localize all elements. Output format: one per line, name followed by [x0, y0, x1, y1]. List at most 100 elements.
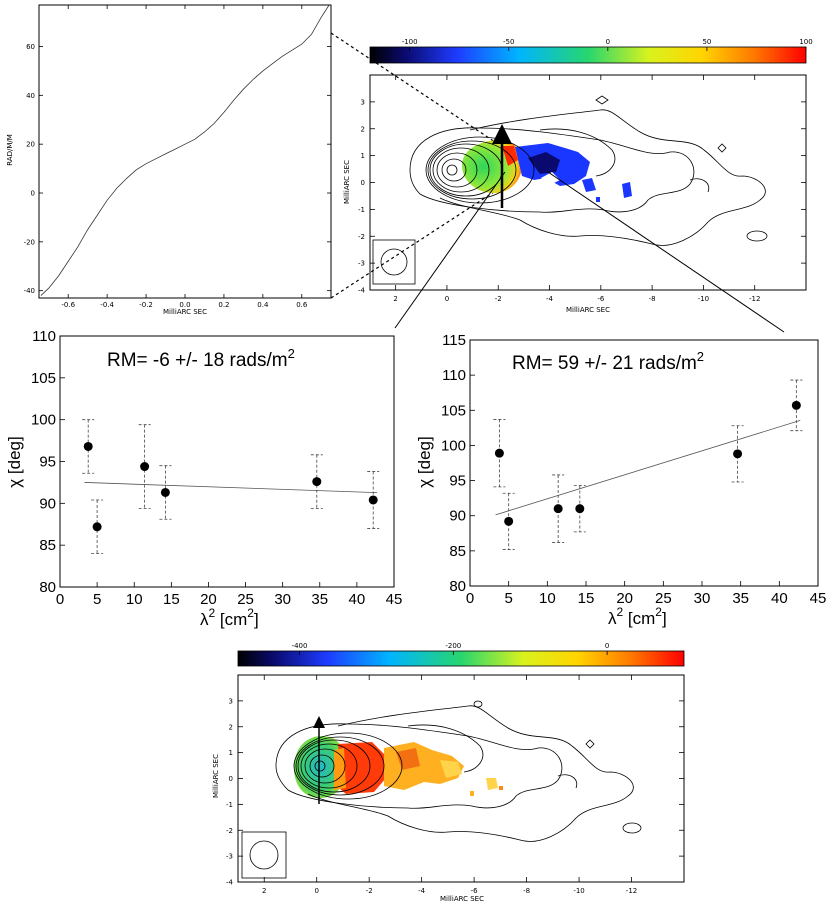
rm-map-top-x-ticks: 2 0 -2 -4 -6 -8 -10 -12	[393, 75, 760, 303]
rm-map-bottom-xlabel: MilliARC SEC	[440, 895, 484, 903]
rm-profile-y-tick-label: 60	[26, 43, 35, 51]
fit-right-y-tick-label: 110	[442, 367, 466, 384]
rm-map-top-x-tick-label: 0	[445, 295, 449, 303]
connector-dotted-bottom	[330, 189, 498, 299]
rm-profile-curve	[40, 4, 330, 296]
rm-map-top-y-ticks: 3 2 1 0 -1 -2 -3 -4	[358, 98, 806, 295]
fit-left-xlabel: λ2 [cm2]	[200, 606, 259, 629]
rm-map-top-contours	[409, 95, 768, 246]
rm-map-bottom-y-tick-label: -2	[226, 827, 233, 835]
rm-map-bottom-colorbar-ticks: -400 -200 0	[292, 642, 609, 655]
rm-map-top-panel: -100 -50 0 50 100 2 0 -2 -4 -6 -8 -10 -12 3 2 1 0 -1 -2 -…	[343, 38, 813, 314]
fit-right-y-tick-label: 115	[442, 332, 466, 349]
rm-profile-y-tick-label: 20	[26, 141, 35, 149]
rm-map-top-x-tick-label: -10	[698, 295, 709, 303]
fit-left-x-tick-label: 10	[126, 591, 143, 608]
fit-right-y-tick-label: 85	[449, 543, 466, 560]
fit-right-data-point	[791, 400, 801, 410]
fit-right-data-point	[733, 449, 743, 459]
fit-right-y-tick-label: 95	[449, 473, 466, 490]
rm-map-bottom-y-tick-label: 3	[229, 697, 233, 705]
rm-map-bottom-x-tick-label: -6	[471, 887, 479, 895]
rm-map-bottom-y-tick-label: -1	[226, 801, 233, 809]
fit-left-points	[82, 419, 380, 554]
fit-right-y-ticks: 80 85 90 95 100 105 110 115	[441, 332, 475, 595]
rm-map-top-y-tick-label: 0	[361, 179, 365, 187]
fit-left-ylabel: χ [deg]	[5, 436, 24, 487]
rm-map-top-y-tick-label: -1	[358, 206, 365, 214]
rm-profile-xlabel: MilliARC SEC	[163, 308, 207, 316]
fit-right-frame	[469, 339, 819, 587]
fit-right-y-tick-label: 80	[449, 578, 466, 595]
fit-right-x-tick-label: 30	[694, 590, 711, 607]
fit-right-points	[493, 379, 803, 550]
fit-left-x-tick-label: 35	[311, 591, 328, 608]
fit-right-panel: RM= 59 +/- 21 rads/m2 0 5 10 15 20 25 30 35 40 45…	[415, 332, 826, 628]
rm-map-top-x-tick-label: 2	[393, 295, 397, 303]
fit-right-data-point	[494, 448, 504, 458]
fit-right-x-tick-label: 20	[616, 590, 633, 607]
rm-profile-x-tick-label: -0.4	[100, 301, 114, 309]
fit-left-frame	[59, 335, 395, 588]
rm-map-top-x-tick-label: -4	[546, 295, 554, 303]
rm-map-top-colorbar-tick-label: 100	[799, 38, 812, 46]
fit-left-title: RM= -6 +/- 18 rads/m2	[107, 346, 295, 371]
fit-right-data-point	[504, 516, 514, 526]
fit-right-ylabel: χ [deg]	[415, 436, 434, 487]
fit-right-data-point	[575, 504, 585, 514]
rm-map-top-colorbar-ticks: -100 -50 0 50 100	[402, 38, 813, 51]
fit-right-title: RM= 59 +/- 21 rads/m2	[512, 349, 704, 374]
fit-left-x-tick-label: 0	[56, 591, 64, 608]
fit-right-data-point	[553, 504, 563, 514]
rm-map-top-y-tick-label: -2	[358, 233, 365, 241]
fit-right-x-tick-label: 45	[810, 590, 827, 607]
fit-left-x-tick-label: 15	[163, 591, 180, 608]
rm-profile-y-tick-label: 40	[26, 92, 35, 100]
rm-map-bottom-y-tick-label: 1	[229, 749, 233, 757]
rm-profile-x-tick-label: 0.2	[218, 301, 229, 309]
rm-profile-x-ticks: -0.6 -0.4 -0.2 0.0 0.2 0.4 0.6	[61, 5, 308, 309]
fit-right-x-ticks: 0 5 10 15 20 25 30 35 40 45	[466, 581, 827, 607]
fit-right-x-tick-label: 10	[539, 590, 556, 607]
rm-map-bottom-y-tick-label: -3	[226, 853, 233, 861]
fit-right-fit-line	[495, 420, 801, 516]
fit-left-x-tick-label: 25	[237, 591, 254, 608]
rm-map-bottom-beam	[241, 831, 287, 879]
rm-profile-y-tick-label: -40	[24, 287, 35, 295]
rm-map-bottom-x-tick-label: 2	[262, 887, 266, 895]
fit-left-x-tick-label: 5	[93, 591, 101, 608]
rm-map-top-colorbar	[369, 46, 807, 64]
connector-solid-right	[547, 171, 785, 333]
rm-map-top-x-tick-label: -8	[649, 295, 656, 303]
rm-map-top-y-tick-label: 1	[361, 152, 365, 160]
fit-right-y-tick-label: 90	[449, 508, 466, 525]
rm-map-top-y-tick-label: 3	[361, 98, 365, 106]
rm-profile-x-tick-label: 0.6	[296, 301, 308, 309]
rm-map-top-x-tick-label: -12	[749, 295, 760, 303]
rm-profile-y-ticks: -40 -20 0 20 40 60	[24, 43, 331, 295]
fit-left-x-tick-label: 45	[386, 591, 403, 608]
rm-map-bottom-y-ticks: 3 2 1 0 -1 -2 -3 -4	[226, 697, 684, 887]
rm-map-bottom-colorbar-tick-label: -200	[445, 642, 461, 650]
rm-map-bottom-x-tick-label: -10	[573, 887, 584, 895]
rm-map-top-colorbar-tick-label: -50	[503, 38, 514, 46]
fit-right-y-tick-label: 100	[441, 437, 466, 454]
fit-right-x-tick-label: 15	[578, 590, 595, 607]
rm-map-bottom-x-tick-label: 0	[314, 887, 318, 895]
fit-left-data-point	[160, 487, 170, 497]
rm-profile-x-tick-label: -0.2	[139, 301, 153, 309]
rm-map-bottom-x-tick-label: -2	[366, 887, 373, 895]
rm-map-top-ylabel: MilliARC SEC	[343, 160, 351, 204]
fit-left-y-tick-label: 105	[31, 370, 56, 387]
rm-profile-x-tick-label: -0.6	[61, 301, 75, 309]
fit-left-y-tick-label: 100	[31, 412, 56, 429]
fit-right-x-tick-label: 5	[504, 590, 512, 607]
rm-map-bottom-panel: -400 -200 0 2 0 -2 -4 -6 -8 -10 -12 3 2 1 0 -1 -2 -3 -4	[212, 642, 685, 903]
fit-right-x-tick-label: 0	[466, 590, 474, 607]
rm-map-bottom-y-tick-label: 2	[229, 723, 233, 731]
rm-map-bottom-x-ticks: 2 0 -2 -4 -6 -8 -10 -12	[262, 675, 637, 895]
rm-map-top-x-tick-label: -2	[495, 295, 502, 303]
connector-solid-left	[394, 171, 506, 329]
fit-left-data-point	[83, 441, 93, 451]
rm-map-top-xlabel: MilliARC SEC	[566, 306, 610, 314]
